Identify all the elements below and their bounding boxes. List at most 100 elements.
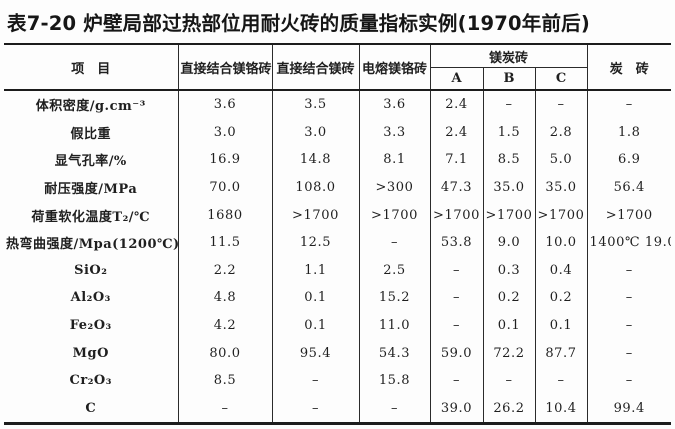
cell-value: 95.4 — [271, 339, 359, 367]
cell-value: 10.4 — [534, 394, 587, 424]
cell-value: 10.0 — [534, 228, 587, 257]
cell-value: 0.1 — [271, 311, 359, 340]
row-label: C — [85, 400, 97, 416]
row-label: 显气孔率/% — [54, 154, 127, 170]
cell-value: 53.8 — [429, 228, 483, 257]
cell-value: – — [586, 311, 671, 340]
cell-value: – — [429, 366, 483, 395]
header-fused-mag-chrome: 电熔镁铬砖 — [358, 44, 430, 91]
cell-value: >1700 — [534, 201, 587, 229]
cell-value: – — [586, 256, 671, 285]
cell-value: 35.0 — [534, 173, 587, 202]
cell-value: – — [482, 90, 535, 119]
cell-value: – — [429, 256, 483, 285]
table-body: 体积密度/g.cm⁻³ 3.6 3.5 3.6 2.4– – – 假比重 3.0 3.0 3.3 2.… — [4, 90, 671, 424]
cell-value: 0.1 — [534, 311, 587, 340]
cell-value: 1.8 — [586, 118, 671, 147]
cell-value: >1700 — [482, 201, 535, 229]
cell-value: 3.3 — [358, 118, 430, 147]
cell-value: 99.4 — [586, 394, 671, 424]
cell-value: 59.0 — [429, 339, 483, 367]
header-direct-bonded-magnesia: 直接结合镁砖 — [271, 44, 359, 91]
header-sub-b: B — [482, 67, 535, 91]
cell-value: 3.6 — [177, 90, 272, 119]
cell-value: – — [586, 366, 671, 395]
cell-value: 15.8 — [358, 366, 430, 395]
cell-value: 12.5 — [271, 228, 359, 257]
header-sub-c: C — [534, 67, 587, 91]
cell-value: >1700 — [429, 201, 483, 229]
cell-value: 2.5 — [358, 256, 430, 285]
table-row: Al₂O₃ 4.8 0.1 15.2–0.2 0.2– — [4, 284, 671, 312]
cell-value: 2.4 — [429, 118, 483, 147]
table-header: 项 目 直接结合镁铬砖 直接结合镁砖 电熔镁铬砖 镁炭砖 炭 砖 A B C — [4, 44, 671, 91]
header-sub-a: A — [429, 67, 483, 91]
cell-value: – — [586, 284, 671, 312]
cell-value: 87.7 — [534, 339, 587, 367]
row-label: 假比重 — [70, 126, 111, 142]
cell-value: 3.6 — [358, 90, 430, 119]
cell-value: >1700 — [586, 201, 671, 229]
header-carbon-brick: 炭 砖 — [586, 44, 671, 91]
cell-value: 6.9 — [586, 146, 671, 174]
cell-value: 5.0 — [534, 146, 587, 174]
row-label: Al₂O₃ — [70, 290, 111, 306]
row-label: 体积密度/g.cm⁻³ — [35, 99, 146, 115]
table-row: 体积密度/g.cm⁻³ 3.6 3.5 3.6 2.4– – – — [4, 90, 671, 119]
table-title: 表7-20 炉壁局部过热部位用耐火砖的质量指标实例(1970年前后) — [7, 12, 590, 35]
row-label: 热弯曲强度/Mpa(1200℃) — [6, 237, 178, 253]
cell-value: 0.2 — [482, 284, 535, 312]
cell-value: 8.1 — [358, 146, 430, 174]
header-direct-bonded-mag-chrome: 直接结合镁铬砖 — [177, 44, 272, 91]
cell-value: 0.3 — [482, 256, 535, 285]
cell-value: 14.8 — [271, 146, 359, 174]
table-row: Fe₂O₃ 4.2 0.1 11.0–0.1 0.1– — [4, 311, 671, 340]
cell-value: 54.3 — [358, 339, 430, 367]
table-row: C – – –39.0 26.2 10.4 99.4 — [4, 394, 671, 424]
cell-value: 26.2 — [482, 394, 535, 424]
cell-value: 15.2 — [358, 284, 430, 312]
cell-value: 35.0 — [482, 173, 535, 202]
cell-value: 11.0 — [358, 311, 430, 340]
cell-value: 2.8 — [534, 118, 587, 147]
table-row: Cr₂O₃ 8.5–15.8– – – – — [4, 366, 671, 395]
cell-value: 8.5 — [482, 146, 535, 174]
table-row: 假比重 3.0 3.0 3.3 2.4 1.5 2.8 1.8 — [4, 118, 671, 147]
cell-value: 0.2 — [534, 284, 587, 312]
header-row-main: 项 目 直接结合镁铬砖 直接结合镁砖 电熔镁铬砖 镁炭砖 炭 砖 — [4, 44, 671, 91]
cell-value: 3.0 — [271, 118, 359, 147]
row-label: 荷重软化温度T₂/℃ — [31, 209, 151, 225]
row-label: 耐压强度/MPa — [44, 182, 138, 198]
cell-value: 56.4 — [586, 173, 671, 202]
cell-value: 3.5 — [271, 90, 359, 119]
cell-value: 2.2 — [177, 256, 272, 285]
cell-value: >1700 — [271, 201, 359, 229]
cell-value: 0.1 — [271, 284, 359, 312]
cell-value: – — [586, 90, 671, 119]
cell-value: 2.4 — [429, 90, 483, 119]
cell-value: – — [358, 394, 430, 424]
cell-value: – — [271, 394, 359, 424]
cell-value: – — [534, 366, 587, 395]
row-label: Fe₂O₃ — [69, 318, 112, 334]
cell-value: 7.1 — [429, 146, 483, 174]
cell-value: – — [482, 366, 535, 395]
row-label: Cr₂O₃ — [69, 373, 112, 389]
cell-value: – — [429, 284, 483, 312]
row-label: MgO — [72, 345, 109, 361]
cell-value: – — [429, 311, 483, 340]
cell-value: 1400℃ 19.0 — [586, 228, 671, 257]
row-label: SiO₂ — [74, 262, 108, 278]
cell-value: 108.0 — [271, 173, 359, 202]
cell-value: 0.1 — [482, 311, 535, 340]
cell-value: 3.0 — [177, 118, 272, 147]
cell-value: 11.5 — [177, 228, 272, 257]
table-row: 耐压强度/MPa 70.0 108.0 >300 47.3 35.0 35.0 56.4 — [4, 173, 671, 202]
cell-value: 16.9 — [177, 146, 272, 174]
cell-value: – — [271, 366, 359, 395]
cell-value: 8.5 — [177, 366, 272, 395]
table-row: SiO₂ 2.2 1.1 2.5–0.3 0.4– — [4, 256, 671, 285]
cell-value: >300 — [358, 173, 430, 202]
cell-value: – — [534, 90, 587, 119]
